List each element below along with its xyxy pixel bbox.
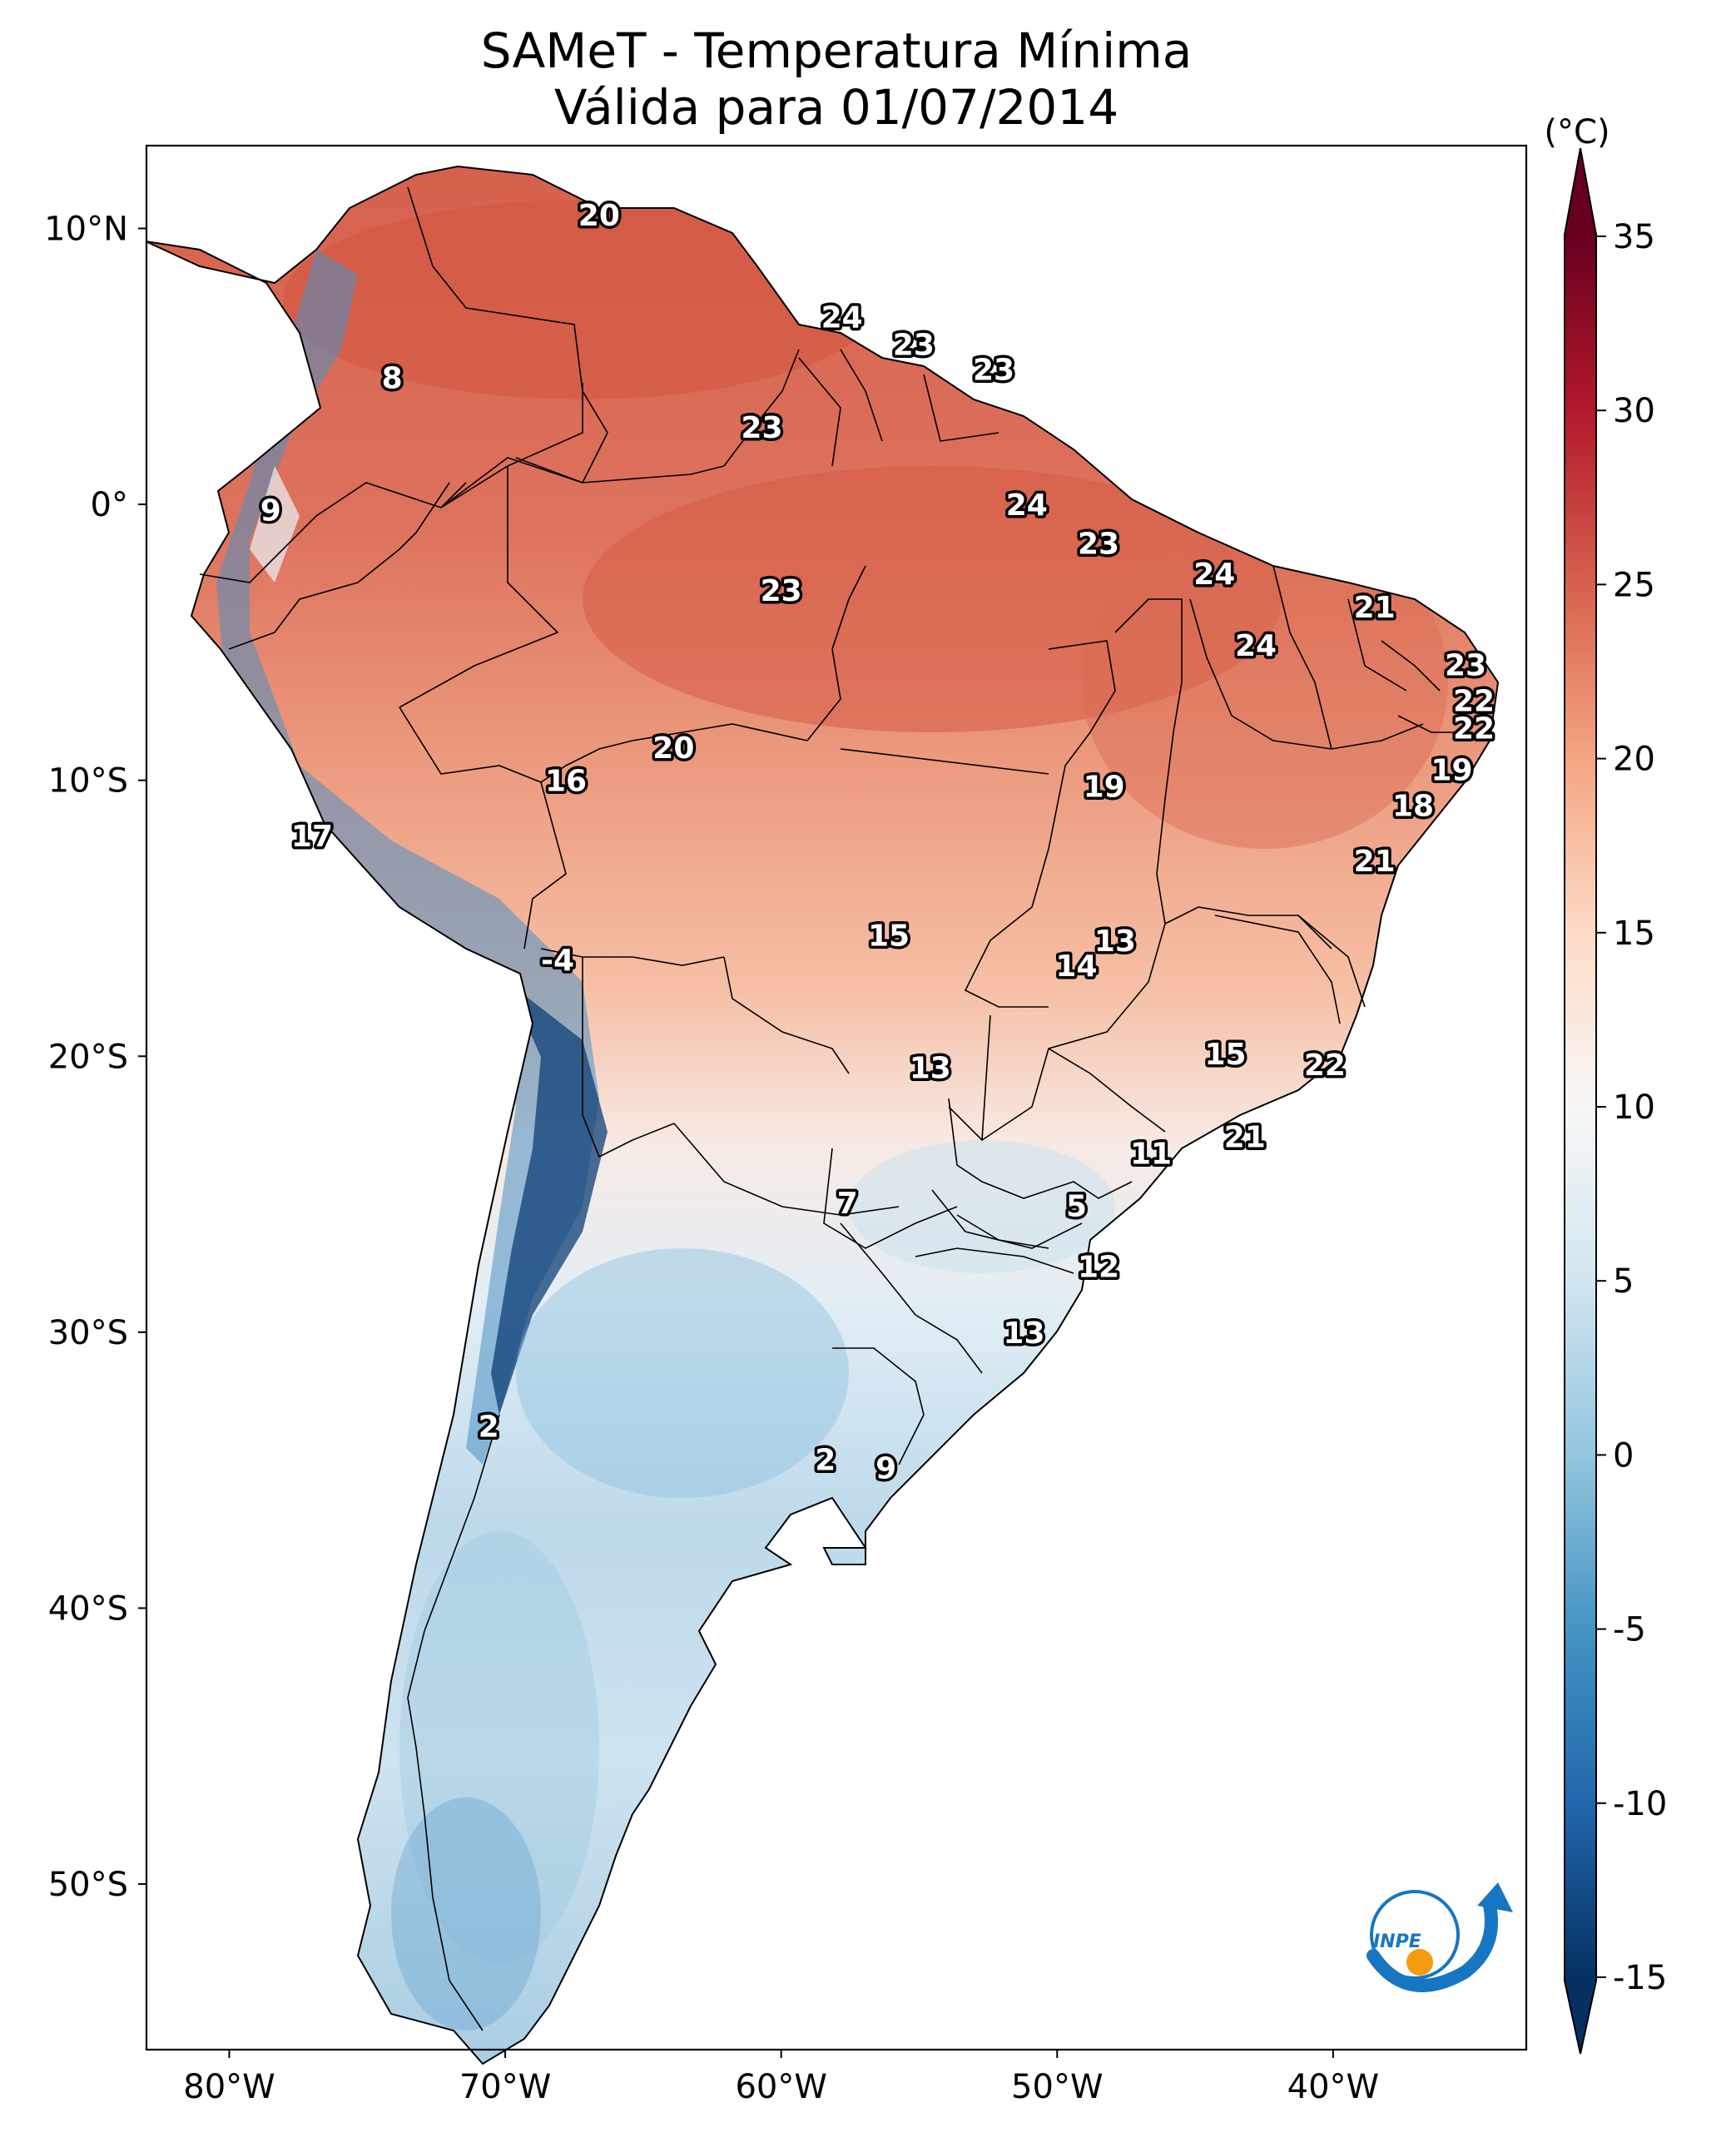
- inpe-logo: INPE: [1366, 1882, 1513, 1992]
- station-temperature-label: 21: [1354, 845, 1396, 879]
- station-temperature-label: 22: [1304, 1049, 1346, 1083]
- station-temperature-label: 22: [1453, 712, 1495, 746]
- station-temperature-label: 23: [1078, 527, 1119, 561]
- station-temperature-label: 23: [1445, 648, 1486, 682]
- station-temperature-label: 20: [652, 731, 694, 766]
- country-borders: [199, 186, 1465, 2031]
- coastline: [145, 165, 1500, 2065]
- station-temperature-label: 21: [1224, 1120, 1266, 1154]
- y-tick-label: 30°S: [48, 1314, 128, 1352]
- colorbar-outline: [1564, 147, 1597, 2055]
- colorbar-fill: [1565, 235, 1596, 1981]
- station-temperature-label: 18: [1392, 790, 1434, 824]
- colorbar-ticks: 35 30 25 20 15 10 5 0 -5 -10 -15: [1596, 218, 1667, 1997]
- colorbar-tick-label: -5: [1613, 1611, 1646, 1649]
- station-temperature-label: 13: [1094, 925, 1136, 959]
- colorbar-max-extend: [1565, 148, 1596, 235]
- colorbar-tick-label: 20: [1613, 741, 1655, 779]
- station-temperature-label: -4: [541, 944, 574, 978]
- station-temperature-label: 22: [1453, 685, 1495, 719]
- y-tick-label: 10°S: [48, 762, 128, 801]
- map-subtitle: Válida para 01/07/2014: [553, 79, 1119, 136]
- y-tick-label: 50°S: [48, 1866, 128, 1904]
- y-tick-label: 0°: [91, 486, 128, 524]
- colorbar-unit: (°C): [1544, 113, 1610, 151]
- colorbar-tick-label: -10: [1613, 1785, 1667, 1823]
- station-temperature-label: 8: [382, 362, 403, 396]
- station-temperature-label: 9: [875, 1451, 896, 1485]
- station-temperature-label: 24: [1006, 488, 1048, 523]
- station-temperature-label: 5: [1066, 1189, 1087, 1223]
- station-temperature-label: 15: [868, 919, 910, 953]
- station-temperature-label: 19: [1431, 753, 1472, 787]
- x-tick-label: 40°W: [1287, 2068, 1379, 2106]
- colorbar-tick-label: -15: [1613, 1959, 1667, 1997]
- station-temperature-label: 2: [479, 1411, 499, 1445]
- colorbar-tick-label: 35: [1613, 218, 1655, 256]
- station-temperature-label: 23: [761, 574, 802, 608]
- colorbar-tick-label: 0: [1613, 1436, 1634, 1475]
- colorbar: 35 30 25 20 15 10 5 0 -5 -10 -15 (°C): [1544, 113, 1667, 2055]
- colorbar-min-extend: [1565, 1981, 1596, 2054]
- station-temperature-label: 12: [1078, 1250, 1119, 1284]
- colorbar-tick-label: 25: [1613, 566, 1655, 604]
- station-temperature-label: 16: [545, 765, 587, 799]
- station-temperature-label: 13: [910, 1052, 951, 1086]
- station-temperature-label: 19: [1084, 770, 1125, 804]
- station-temperature-label: 2: [815, 1443, 836, 1477]
- x-tick-label: 70°W: [459, 2068, 551, 2106]
- map-frame: [145, 144, 1528, 2051]
- station-temperature-label: 21: [1354, 591, 1396, 625]
- station-temperature-label: 7: [837, 1187, 858, 1221]
- station-temperature-label: 23: [741, 411, 782, 445]
- x-tick-label: 80°W: [183, 2068, 275, 2106]
- station-temperature-label: 13: [1003, 1316, 1044, 1351]
- colorbar-tick-label: 15: [1613, 915, 1655, 953]
- latitude-axis: 10°N 0° 10°S 20°S 30°S 40°S 50°S: [44, 210, 146, 1904]
- longitude-axis: 80°W 70°W 60°W 50°W 40°W: [183, 2050, 1379, 2106]
- station-temperature-label: 15: [1205, 1038, 1247, 1072]
- station-temperature-label: 17: [291, 820, 333, 854]
- station-temperature-label: 23: [893, 329, 935, 363]
- y-tick-label: 20°S: [48, 1038, 128, 1076]
- colorbar-tick-label: 30: [1613, 392, 1655, 430]
- svg-text:INPE: INPE: [1373, 1931, 1421, 1952]
- station-temperature-label: 9: [260, 494, 281, 528]
- station-temperature-label: 20: [578, 199, 620, 233]
- colorbar-tick-label: 5: [1613, 1262, 1634, 1301]
- y-tick-label: 40°S: [48, 1589, 128, 1628]
- station-temperature-label: 14: [1055, 950, 1097, 984]
- y-tick-label: 10°N: [44, 210, 128, 248]
- station-temperature-label: 24: [1235, 629, 1277, 663]
- station-temperature-label: 24: [821, 301, 863, 335]
- station-temperature-label: 11: [1130, 1137, 1172, 1171]
- x-tick-label: 50°W: [1011, 2068, 1103, 2106]
- station-temperature-label: 23: [973, 354, 1014, 388]
- x-tick-label: 60°W: [735, 2068, 826, 2106]
- colorbar-tick-label: 10: [1613, 1088, 1655, 1127]
- map-title: SAMeT - Temperatura Mínima: [480, 22, 1193, 79]
- station-temperature-label: 24: [1193, 558, 1235, 592]
